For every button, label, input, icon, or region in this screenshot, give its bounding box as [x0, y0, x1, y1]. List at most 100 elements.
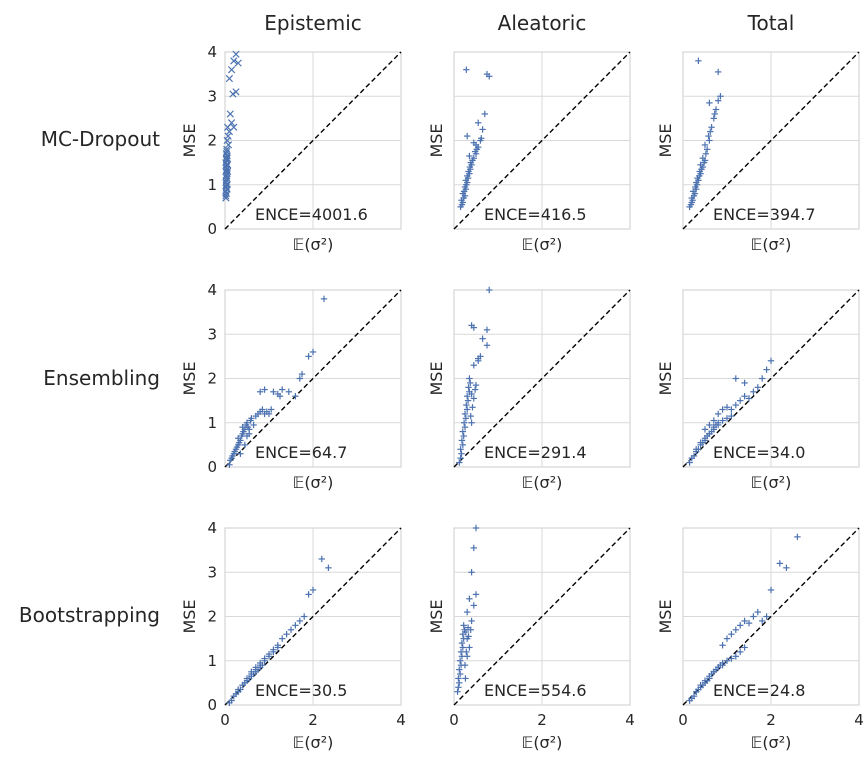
- data-point: [320, 295, 328, 303]
- data-point: [227, 66, 236, 74]
- data-point: [464, 132, 471, 140]
- data-point: [710, 115, 717, 122]
- data-point: [745, 395, 753, 402]
- y-tick-label: 2: [207, 608, 217, 626]
- data-point: [232, 50, 240, 58]
- data-point: [325, 564, 332, 572]
- y-tick-label: 3: [207, 325, 217, 343]
- data-point: [279, 635, 286, 642]
- column-title-epistemic: Epistemic: [264, 11, 362, 35]
- scatter-panel: ENCE=291.4 𝔼(σ²) MSE: [427, 286, 631, 492]
- data-point: [763, 366, 770, 373]
- data-point: [466, 595, 473, 602]
- data-point: [697, 439, 704, 446]
- data-point: [292, 393, 299, 400]
- data-point: [690, 452, 698, 460]
- data-point: [708, 124, 715, 131]
- data-point: [296, 617, 303, 625]
- data-point: [265, 410, 273, 418]
- data-point: [697, 161, 704, 169]
- data-point: [483, 342, 491, 349]
- data-point: [248, 668, 255, 676]
- row-label-bootstrapping: Bootstrapping: [19, 603, 160, 627]
- ence-annotation: ENCE=554.6: [484, 681, 587, 700]
- data-point: [226, 461, 233, 468]
- y-tick-label: 2: [207, 370, 217, 388]
- scatter-panel: ENCE=30.5 0 1 2 3 4 0 2 4 𝔼(σ²) MSE: [180, 519, 406, 752]
- data-point: [712, 106, 720, 113]
- data-point: [706, 421, 713, 429]
- data-point: [222, 161, 230, 169]
- ence-annotation: ENCE=4001.6: [255, 205, 368, 224]
- data-point: [296, 375, 303, 382]
- data-point: [458, 450, 465, 457]
- x-tick-label: 0: [449, 711, 459, 729]
- ence-annotation: ENCE=34.0: [713, 443, 805, 462]
- data-point: [287, 626, 295, 633]
- data-point: [693, 446, 700, 453]
- data-point: [455, 684, 462, 691]
- data-point: [265, 650, 273, 658]
- data-point: [471, 386, 479, 393]
- data-point: [465, 633, 472, 640]
- data-point: [227, 119, 236, 127]
- data-point: [464, 653, 471, 660]
- ence-annotation: ENCE=394.7: [713, 205, 816, 224]
- data-point: [715, 97, 722, 104]
- data-point: [750, 388, 757, 395]
- data-point: [309, 348, 317, 356]
- data-point: [464, 397, 472, 404]
- data-point: [707, 128, 714, 135]
- data-point: [462, 675, 469, 682]
- data-point: [257, 659, 264, 667]
- data-point: [468, 569, 475, 576]
- row-label-ensembling: Ensembling: [43, 366, 160, 390]
- data-point: [728, 655, 735, 662]
- data-point: [706, 430, 713, 438]
- data-point: [274, 642, 281, 649]
- data-point: [259, 406, 266, 413]
- data-point: [279, 386, 286, 393]
- data-point: [456, 670, 464, 678]
- scatter-panel: ENCE=34.0 𝔼(σ²) MSE: [656, 289, 860, 492]
- reference-line: [224, 527, 402, 706]
- x-axis-label: 𝔼(σ²): [522, 235, 563, 254]
- data-point: [763, 613, 770, 620]
- data-point: [701, 435, 709, 442]
- data-point: [250, 421, 257, 429]
- x-tick-label: 2: [537, 711, 547, 729]
- data-point: [248, 415, 255, 422]
- row-label-mc-dropout: MC-Dropout: [41, 127, 160, 151]
- data-point: [732, 653, 739, 660]
- y-axis-label: MSE: [180, 361, 199, 395]
- x-tick-label: 2: [308, 711, 318, 729]
- data-point: [728, 412, 735, 420]
- y-tick-label: 4: [207, 43, 217, 61]
- y-tick-label: 3: [207, 563, 217, 581]
- data-point: [719, 406, 726, 413]
- reference-line: [224, 51, 402, 230]
- data-point: [767, 586, 775, 594]
- ence-annotation: ENCE=291.4: [484, 443, 587, 462]
- data-point: [723, 404, 731, 411]
- data-point: [285, 388, 292, 395]
- data-point: [737, 648, 744, 656]
- data-point: [470, 362, 477, 369]
- data-point: [224, 132, 232, 140]
- data-point: [686, 459, 693, 466]
- data-point: [737, 622, 744, 629]
- x-axis-label: 𝔼(σ²): [522, 733, 563, 752]
- data-point: [252, 664, 259, 671]
- data-point: [741, 393, 748, 400]
- data-point: [459, 428, 466, 435]
- ence-annotation: ENCE=24.8: [713, 681, 805, 700]
- data-point: [754, 384, 761, 391]
- x-axis-label: 𝔼(σ²): [751, 473, 792, 492]
- data-point: [699, 155, 706, 162]
- x-tick-label: 4: [854, 711, 864, 729]
- data-point: [723, 657, 731, 664]
- y-tick-label: 4: [207, 281, 217, 299]
- data-point: [459, 644, 466, 651]
- data-point: [225, 74, 234, 83]
